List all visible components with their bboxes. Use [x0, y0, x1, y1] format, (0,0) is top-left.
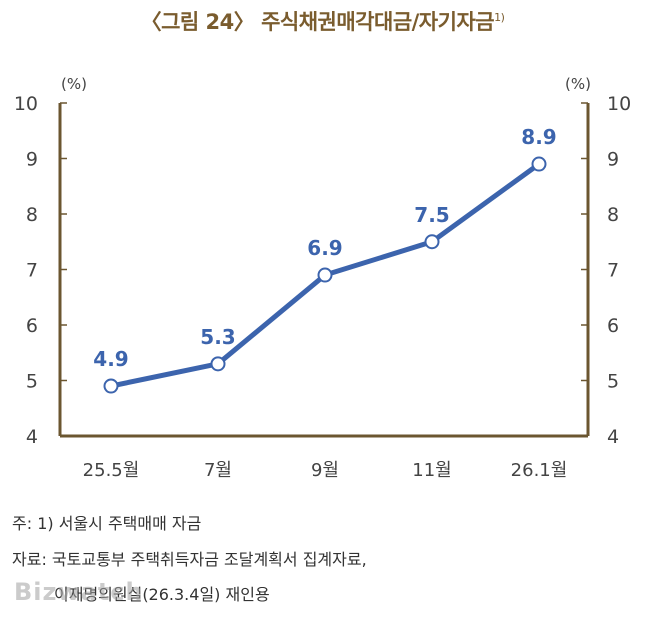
- y-axis-unit-right: (%): [565, 75, 591, 93]
- y-tick-label-right: 7: [607, 260, 619, 282]
- x-tick-label: 11월: [412, 460, 451, 481]
- y-tick-label-right: 8: [607, 204, 619, 226]
- data-point: [424, 234, 440, 250]
- watermark: Bizwatch: [14, 578, 144, 606]
- data-point: [531, 156, 547, 172]
- footnote: 주: 1) 서울시 주택매매 자금: [12, 514, 202, 533]
- y-tick-label-left: 8: [26, 204, 38, 226]
- y-tick-label-left: 5: [26, 371, 38, 393]
- x-tick-label: 9월: [311, 460, 339, 481]
- data-label: 5.3: [200, 325, 235, 349]
- data-label: 8.9: [521, 125, 556, 149]
- y-tick-label-left: 6: [26, 315, 38, 337]
- data-label: 6.9: [307, 236, 342, 260]
- data-point: [317, 267, 333, 283]
- source-note-cont-text: 이재명의원실(26.3.4일) 재인용: [54, 585, 270, 604]
- x-tick-label: 25.5월: [83, 460, 140, 481]
- y-axis-unit-left: (%): [61, 75, 87, 93]
- x-tick-label: 7월: [204, 460, 232, 481]
- y-tick-label-right: 9: [607, 149, 619, 171]
- y-tick-label-right: 5: [607, 371, 619, 393]
- y-tick-label-left: 7: [26, 260, 38, 282]
- source-note-cont: 이재명의원실(26.3.4일) 재인용: [12, 581, 270, 605]
- data-label: 4.9: [93, 347, 128, 371]
- y-tick-label-left: 10: [14, 93, 38, 115]
- chart-title: 〈그림 24〉 주식채권매각대금/자기자금1): [140, 10, 505, 34]
- data-point: [210, 356, 226, 372]
- y-tick-label-left: 4: [26, 426, 38, 448]
- source-note: 자료: 국토교통부 주택취득자금 조달계획서 집계자료,: [12, 550, 367, 569]
- y-tick-label-right: 6: [607, 315, 619, 337]
- y-tick-label-left: 9: [26, 149, 38, 171]
- y-tick-label-right: 4: [607, 426, 619, 448]
- data-point: [103, 378, 119, 394]
- line-chart: (%) (%) 4 4 5 5 6 6 7 7 8 8 9 9 10 10 25.5월 7월 9월 11월 26.1월…: [14, 75, 631, 481]
- title-footnote-mark: 1): [494, 11, 505, 24]
- data-label: 7.5: [414, 203, 449, 227]
- y-tick-label-right: 10: [607, 93, 631, 115]
- x-tick-label: 26.1월: [511, 460, 568, 481]
